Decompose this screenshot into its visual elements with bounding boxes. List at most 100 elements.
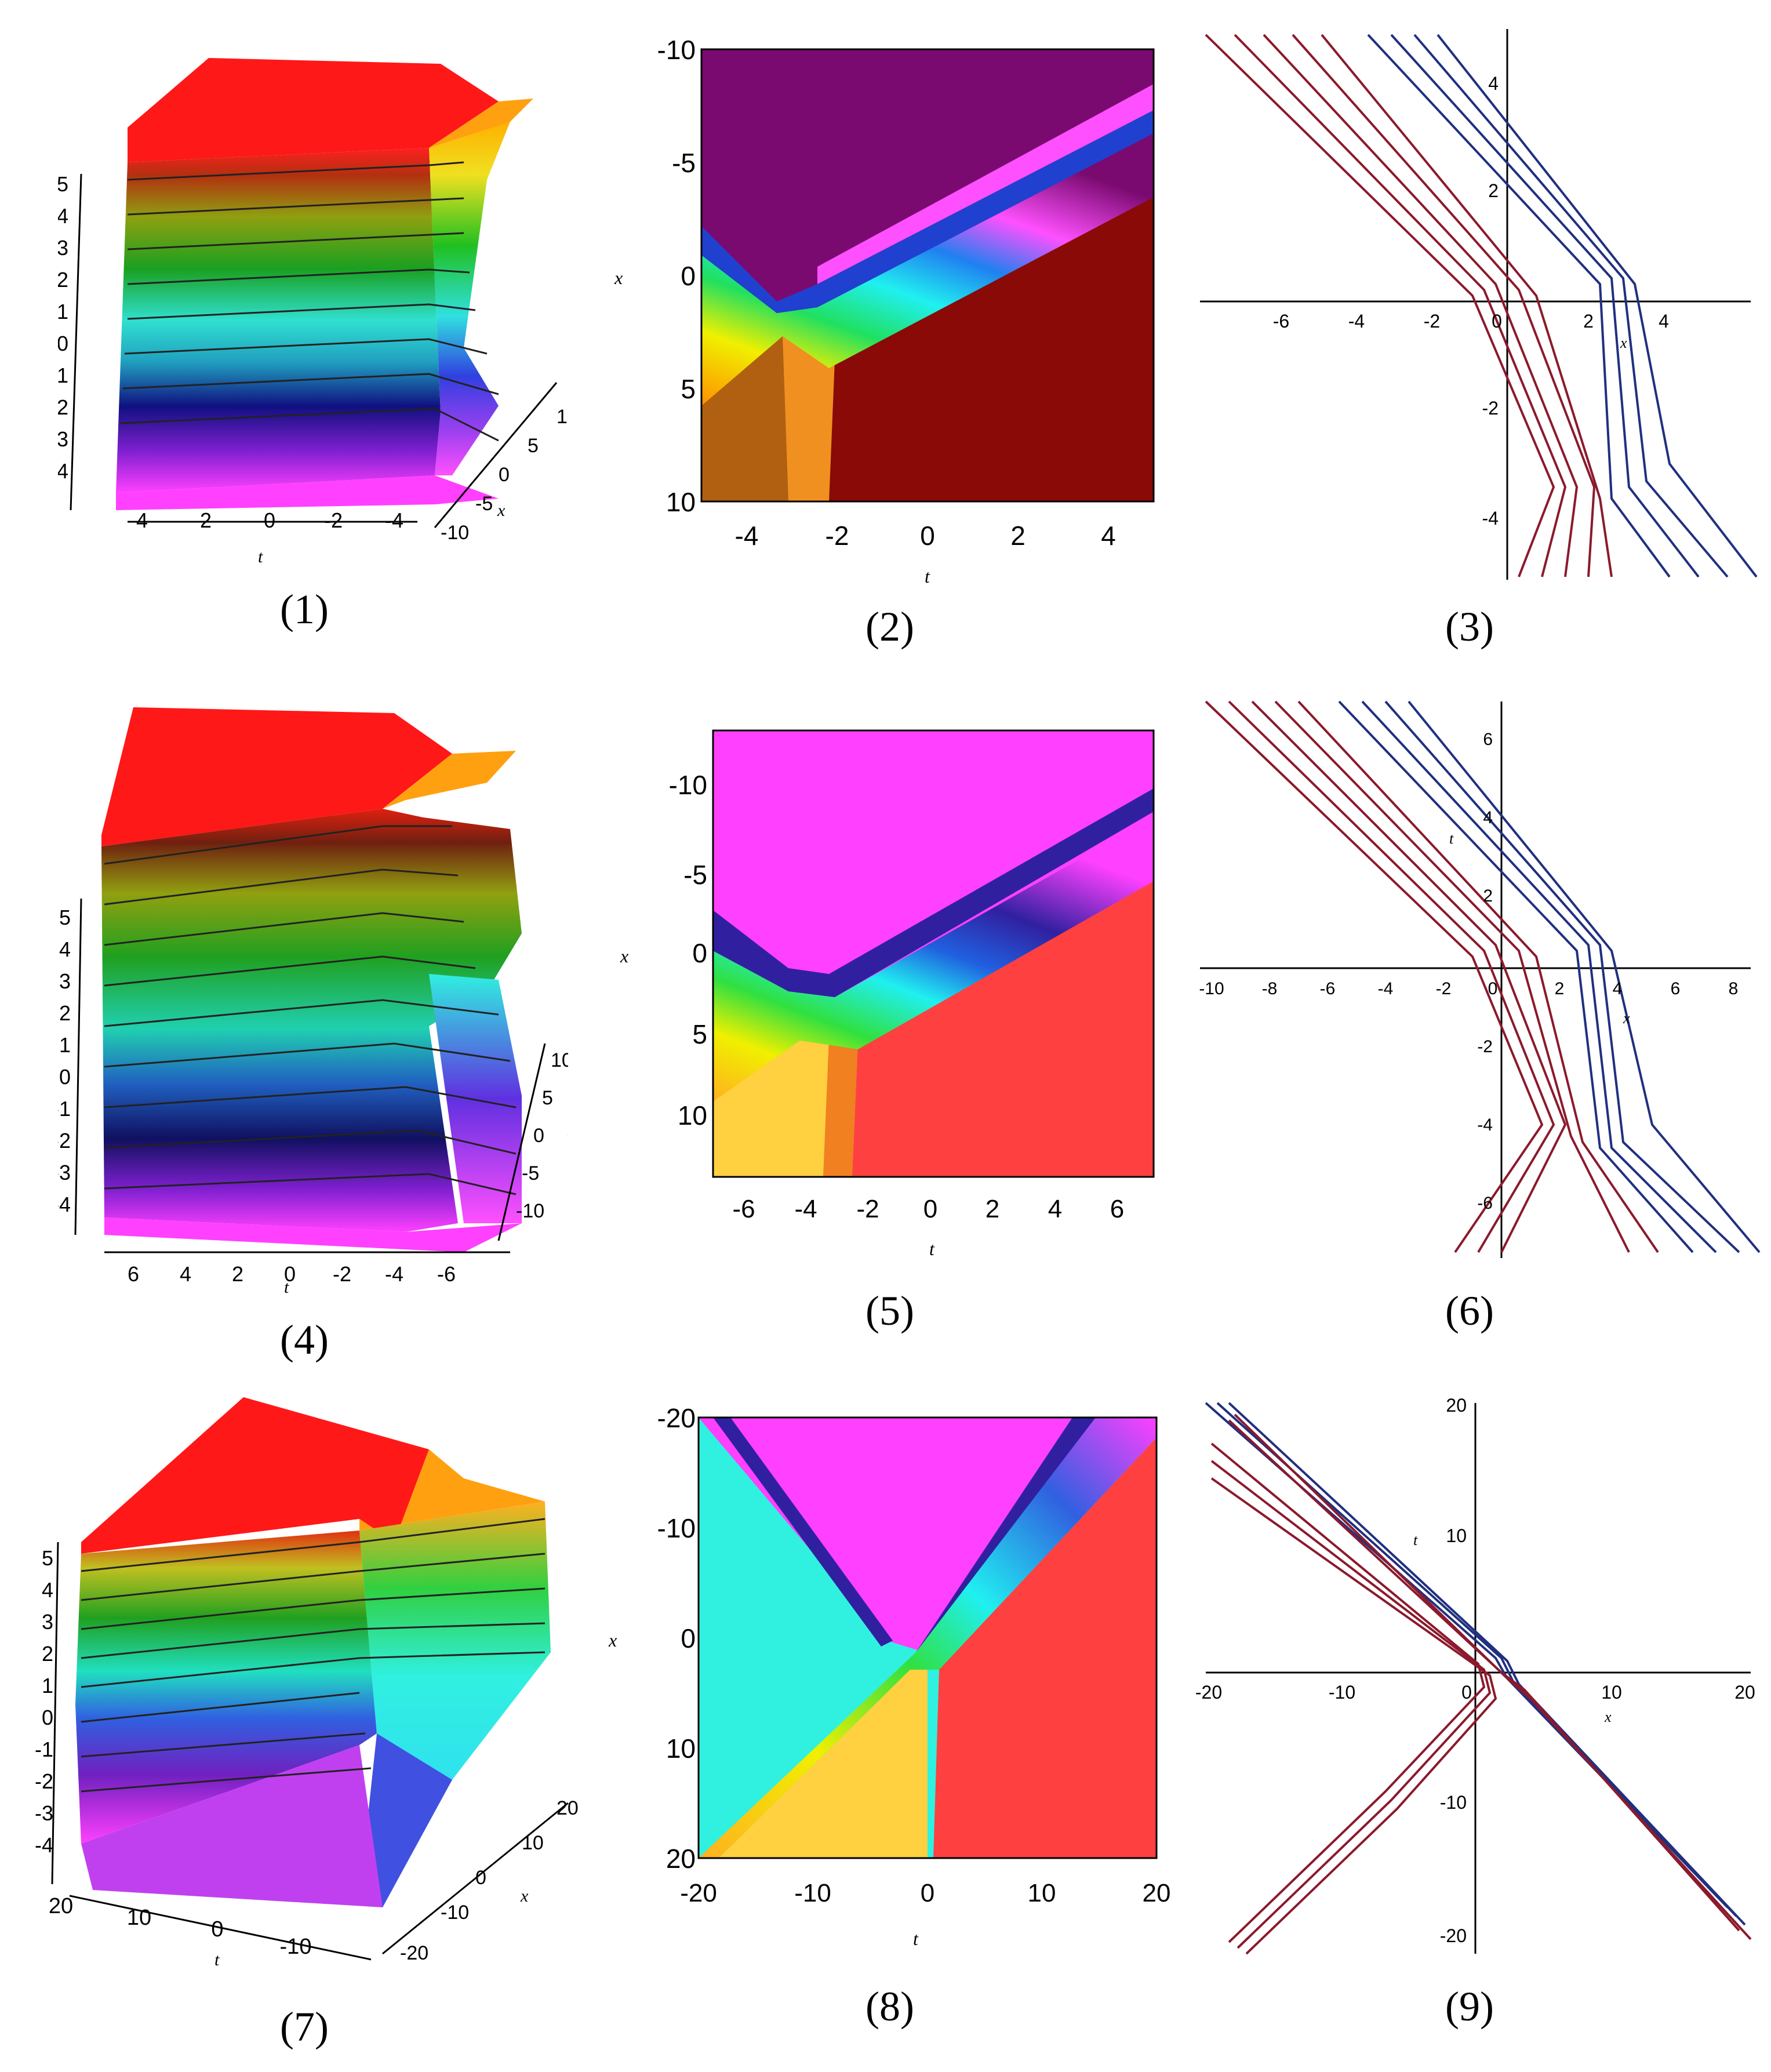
svg-text:5: 5 <box>542 1087 553 1109</box>
svg-text:0: 0 <box>681 1623 696 1653</box>
svg-text:-10: -10 <box>441 1902 469 1924</box>
svg-text:-4: -4 <box>735 521 759 551</box>
svg-text:x: x <box>497 501 506 520</box>
svg-text:10: 10 <box>551 1049 568 1071</box>
panel-9-contour-plot: -20 -10 0 10 20 20 10 -10 -20 x t <box>1194 1386 1762 1965</box>
surface-top-plateau <box>101 707 452 846</box>
svg-text:4: 4 <box>136 508 148 532</box>
caption-3: (3) <box>1445 604 1494 650</box>
svg-text:0: 0 <box>923 1195 937 1223</box>
surface-top-plateau <box>81 1397 429 1554</box>
svg-text:-10: -10 <box>1329 1682 1355 1703</box>
svg-text:5: 5 <box>59 906 71 929</box>
svg-text:2: 2 <box>1010 521 1025 551</box>
svg-text:-2: -2 <box>324 508 343 532</box>
svg-text:0: 0 <box>533 1125 544 1147</box>
svg-text:-4: -4 <box>1378 979 1394 998</box>
svg-text:t: t <box>214 1950 220 1969</box>
svg-text:4: 4 <box>1613 979 1623 998</box>
density-magenta-wedge <box>699 1417 1072 1652</box>
svg-text:0: 0 <box>264 508 275 532</box>
svg-text:4: 4 <box>1659 311 1669 332</box>
svg-text:3: 3 <box>58 236 68 260</box>
svg-text:0: 0 <box>284 1262 296 1286</box>
caption-7: (7) <box>280 2004 329 2050</box>
svg-text:5: 5 <box>42 1546 53 1570</box>
svg-text:5: 5 <box>528 435 539 457</box>
svg-text:6: 6 <box>1110 1195 1124 1223</box>
svg-text:0: 0 <box>1488 979 1498 998</box>
svg-text:t: t <box>925 566 930 587</box>
svg-text:-6: -6 <box>732 1195 755 1223</box>
svg-text:4: 4 <box>1483 808 1493 827</box>
svg-text:-10: -10 <box>1440 1792 1467 1813</box>
svg-text:-5: -5 <box>683 860 707 890</box>
svg-text:4: 4 <box>42 1578 53 1602</box>
svg-text:-10: -10 <box>669 770 707 800</box>
svg-text:-4: -4 <box>58 459 68 483</box>
svg-text:-2: -2 <box>856 1195 879 1223</box>
caption-1: (1) <box>280 586 329 632</box>
svg-text:0: 0 <box>692 938 707 968</box>
svg-text:-1: -1 <box>35 1737 53 1761</box>
svg-text:4: 4 <box>59 937 71 961</box>
svg-text:-10: -10 <box>441 522 469 544</box>
svg-text:0: 0 <box>920 521 935 551</box>
svg-text:0: 0 <box>42 1706 53 1729</box>
svg-text:6: 6 <box>128 1262 139 1286</box>
svg-text:-10: -10 <box>794 1879 831 1907</box>
svg-text:4: 4 <box>1048 1195 1062 1223</box>
svg-text:x: x <box>1604 1709 1612 1725</box>
svg-text:6: 6 <box>1671 979 1681 998</box>
svg-text:-3: -3 <box>58 1161 71 1184</box>
svg-text:20: 20 <box>557 1797 579 1819</box>
svg-text:10: 10 <box>1028 1879 1056 1907</box>
density-diagonal-band <box>713 817 1154 1102</box>
panel-4-surface-plot: 54 32 10 -1-2 -3-4 64 20 -2-4 -6 105 0-5… <box>58 701 568 1293</box>
svg-text:-5: -5 <box>475 493 493 515</box>
svg-text:-2: -2 <box>1436 979 1452 998</box>
svg-text:-5: -5 <box>522 1162 539 1184</box>
svg-text:0: 0 <box>58 332 68 355</box>
svg-text:5: 5 <box>58 172 68 196</box>
svg-text:20: 20 <box>1734 1682 1755 1703</box>
svg-text:-2: -2 <box>1482 398 1499 419</box>
density-lower-right-region <box>829 191 1154 501</box>
svg-text:10: 10 <box>666 487 696 517</box>
caption-6: (6) <box>1445 1288 1494 1334</box>
panel-6-contour-plot: -10 -8 -6 -4 -2 0 2 4 6 8 6 4 2 -2 -4 -6 x t <box>1194 696 1762 1275</box>
svg-text:8: 8 <box>1729 979 1739 998</box>
svg-text:5: 5 <box>681 374 696 404</box>
svg-text:4: 4 <box>1101 521 1116 551</box>
svg-text:0: 0 <box>211 1917 223 1942</box>
svg-text:t: t <box>284 1278 289 1293</box>
svg-text:2: 2 <box>985 1195 999 1223</box>
svg-text:-20: -20 <box>680 1879 717 1907</box>
svg-text:6: 6 <box>1483 730 1493 749</box>
surface-front-face <box>116 148 441 493</box>
svg-text:2: 2 <box>1488 180 1499 201</box>
svg-text:0: 0 <box>1461 1682 1472 1703</box>
surface-front-face <box>75 1531 377 1844</box>
svg-text:20: 20 <box>49 1894 73 1918</box>
svg-text:5: 5 <box>692 1019 707 1049</box>
svg-text:-1: -1 <box>58 363 68 387</box>
svg-text:x: x <box>614 267 623 288</box>
svg-text:10: 10 <box>666 1733 696 1764</box>
svg-text:2: 2 <box>1583 311 1594 332</box>
svg-text:-20: -20 <box>657 1403 696 1433</box>
svg-text:2: 2 <box>200 508 212 532</box>
panel-5-density-plot: -10 -5 0 5 10 -6 -4 -2 0 2 4 6 t x <box>603 719 1171 1275</box>
surface-top-plateau <box>128 58 499 162</box>
caption-4: (4) <box>280 1317 329 1363</box>
svg-text:-20: -20 <box>400 1942 428 1964</box>
svg-text:-2: -2 <box>826 521 849 551</box>
svg-text:-1: -1 <box>58 1097 71 1121</box>
svg-text:20: 20 <box>1143 1879 1171 1907</box>
svg-text:20: 20 <box>1446 1395 1467 1416</box>
svg-text:0: 0 <box>681 261 696 291</box>
svg-text:2: 2 <box>59 1001 71 1025</box>
svg-text:-3: -3 <box>35 1801 53 1825</box>
svg-text:2: 2 <box>42 1642 53 1666</box>
svg-text:10: 10 <box>1446 1525 1467 1546</box>
